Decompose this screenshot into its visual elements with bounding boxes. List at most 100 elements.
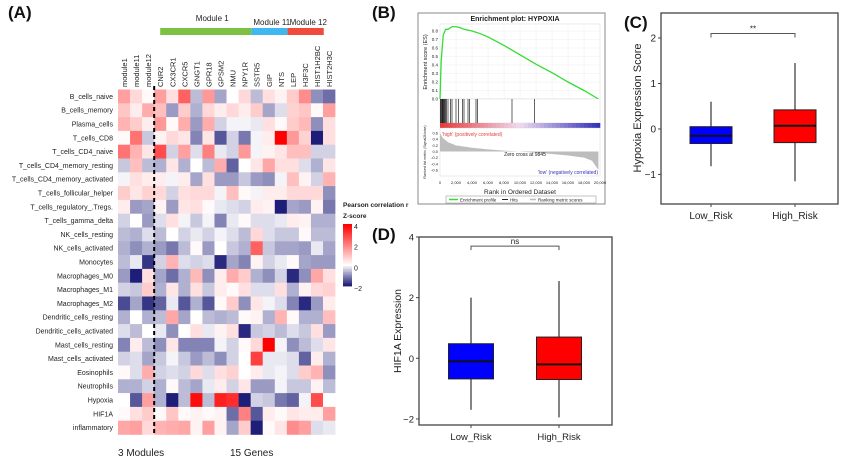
heatmap-cell — [250, 420, 264, 435]
heatmap-cell — [214, 393, 227, 408]
heatmap-cell — [262, 324, 276, 339]
heatmap-cell — [202, 351, 215, 366]
legend-color-step — [343, 255, 352, 257]
heatmap-cell — [118, 241, 131, 256]
heatmap-cell — [274, 158, 288, 173]
gsea-x-tick-label: 8,000 — [499, 180, 510, 185]
legend-color-step — [343, 231, 352, 234]
heatmap-cell — [130, 130, 143, 145]
heatmap-cell — [310, 406, 324, 421]
heatmap-cell — [142, 241, 155, 256]
gsea-rank-color-step — [500, 123, 505, 128]
gsea-rank-color-step — [464, 123, 469, 128]
heatmap-cell — [323, 379, 336, 394]
heatmap-cell — [142, 296, 155, 311]
heatmap-cell — [323, 296, 336, 311]
gsea-enrichment-curve — [439, 26, 599, 100]
heatmap-row-label: Plasma_cells — [72, 122, 114, 129]
heatmap-cell — [154, 130, 167, 145]
heatmap-row-label: inflammatory — [73, 425, 114, 432]
heatmap-cell — [202, 379, 215, 394]
heatmap-cell — [286, 420, 300, 435]
heatmap-cell — [250, 158, 264, 173]
heatmap-cell — [250, 103, 264, 118]
heatmap-cell — [298, 103, 312, 118]
gsea-rank-color-step — [460, 123, 465, 128]
heatmap-row-label: Neutrophils — [78, 384, 114, 391]
legend-color-step — [343, 279, 352, 282]
heatmap-cell — [130, 282, 143, 297]
heatmap-cell — [274, 89, 288, 104]
heatmap-cell — [214, 117, 227, 132]
heatmap-cell — [142, 282, 155, 297]
heatmap-cell — [202, 117, 215, 132]
heatmap-cell — [310, 365, 324, 380]
heatmap-cell — [262, 89, 276, 104]
heatmap-cell — [262, 144, 276, 159]
heatmap-row-label: Macrophages_M0 — [57, 273, 113, 280]
heatmap-cell — [214, 406, 227, 421]
legend-color-step — [343, 272, 352, 274]
heatmap-cell — [323, 268, 336, 283]
gsea-x-tick-label: 10,000 — [514, 180, 527, 185]
heatmap-cell — [298, 158, 312, 173]
y-tick-label: −1 — [645, 170, 657, 181]
heatmap-cell — [130, 393, 143, 408]
heatmap-column-label: module11 — [132, 55, 141, 87]
gsea-es-tick-label: 0.5 — [432, 54, 439, 59]
heatmap-cell — [250, 393, 264, 408]
legend-color-step — [343, 268, 352, 271]
heatmap-cell — [118, 199, 131, 214]
heatmap-cell — [202, 130, 215, 145]
heatmap-cell — [323, 172, 336, 187]
heatmap-cell — [238, 420, 251, 435]
heatmap-cell — [238, 282, 251, 297]
boxplot-frame — [418, 236, 613, 426]
heatmap-cell — [214, 351, 227, 366]
heatmap-cell — [262, 365, 276, 380]
heatmap-cell — [286, 282, 300, 297]
heatmap-cell — [202, 324, 215, 339]
heatmap-cell — [262, 130, 276, 145]
boxplot-d-y-label: HIF1A Expression — [392, 289, 404, 373]
heatmap-cell — [154, 172, 167, 187]
heatmap-cell — [262, 241, 276, 256]
heatmap-cell — [202, 199, 215, 214]
heatmap-cell — [154, 282, 167, 297]
heatmap-column-label: NTS — [277, 72, 286, 87]
heatmap-column-label: HIST1H2BC — [313, 45, 322, 87]
significance-bracket — [470, 245, 560, 251]
heatmap-cell — [262, 379, 276, 394]
heatmap-column-label: HIST2H3C — [325, 50, 334, 87]
significance-label: ns — [511, 237, 519, 246]
gsea-es-tick-label: 0.8 — [432, 29, 439, 34]
gsea-rank-color-step — [560, 123, 565, 128]
heatmap-cell — [250, 144, 264, 159]
legend-color-step — [343, 253, 352, 256]
gsea-metric-tick-label: -0.6 — [431, 168, 439, 173]
heatmap-cell — [190, 186, 203, 201]
heatmap-cell — [202, 213, 215, 228]
heatmap-column-label: module1 — [120, 58, 129, 87]
heatmap-cell — [250, 365, 264, 380]
heatmap-cell — [190, 406, 203, 421]
heatmap-cell — [178, 130, 191, 145]
heatmap-column-label: SSTR5 — [253, 63, 262, 87]
heatmap-cell — [323, 406, 336, 421]
gsea-rank-color-step — [520, 123, 525, 128]
gsea-title: Enrichment plot: HYPOXIA — [470, 16, 559, 23]
heatmap-cell — [262, 393, 276, 408]
heatmap-column-label: GIP — [265, 74, 274, 87]
heatmap-cell — [214, 420, 227, 435]
heatmap-cell — [323, 337, 336, 352]
heatmap-cell — [154, 296, 167, 311]
heatmap-cell — [274, 406, 288, 421]
heatmap-row-label: Monocytes — [79, 260, 113, 267]
heatmap-cell — [310, 268, 324, 283]
heatmap-cell — [142, 255, 155, 270]
gsea-rank-color-step — [448, 123, 453, 128]
gsea-es-tick-label: 0.0 — [432, 97, 439, 102]
heatmap-cell — [178, 186, 191, 201]
heatmap-cell — [310, 89, 324, 104]
